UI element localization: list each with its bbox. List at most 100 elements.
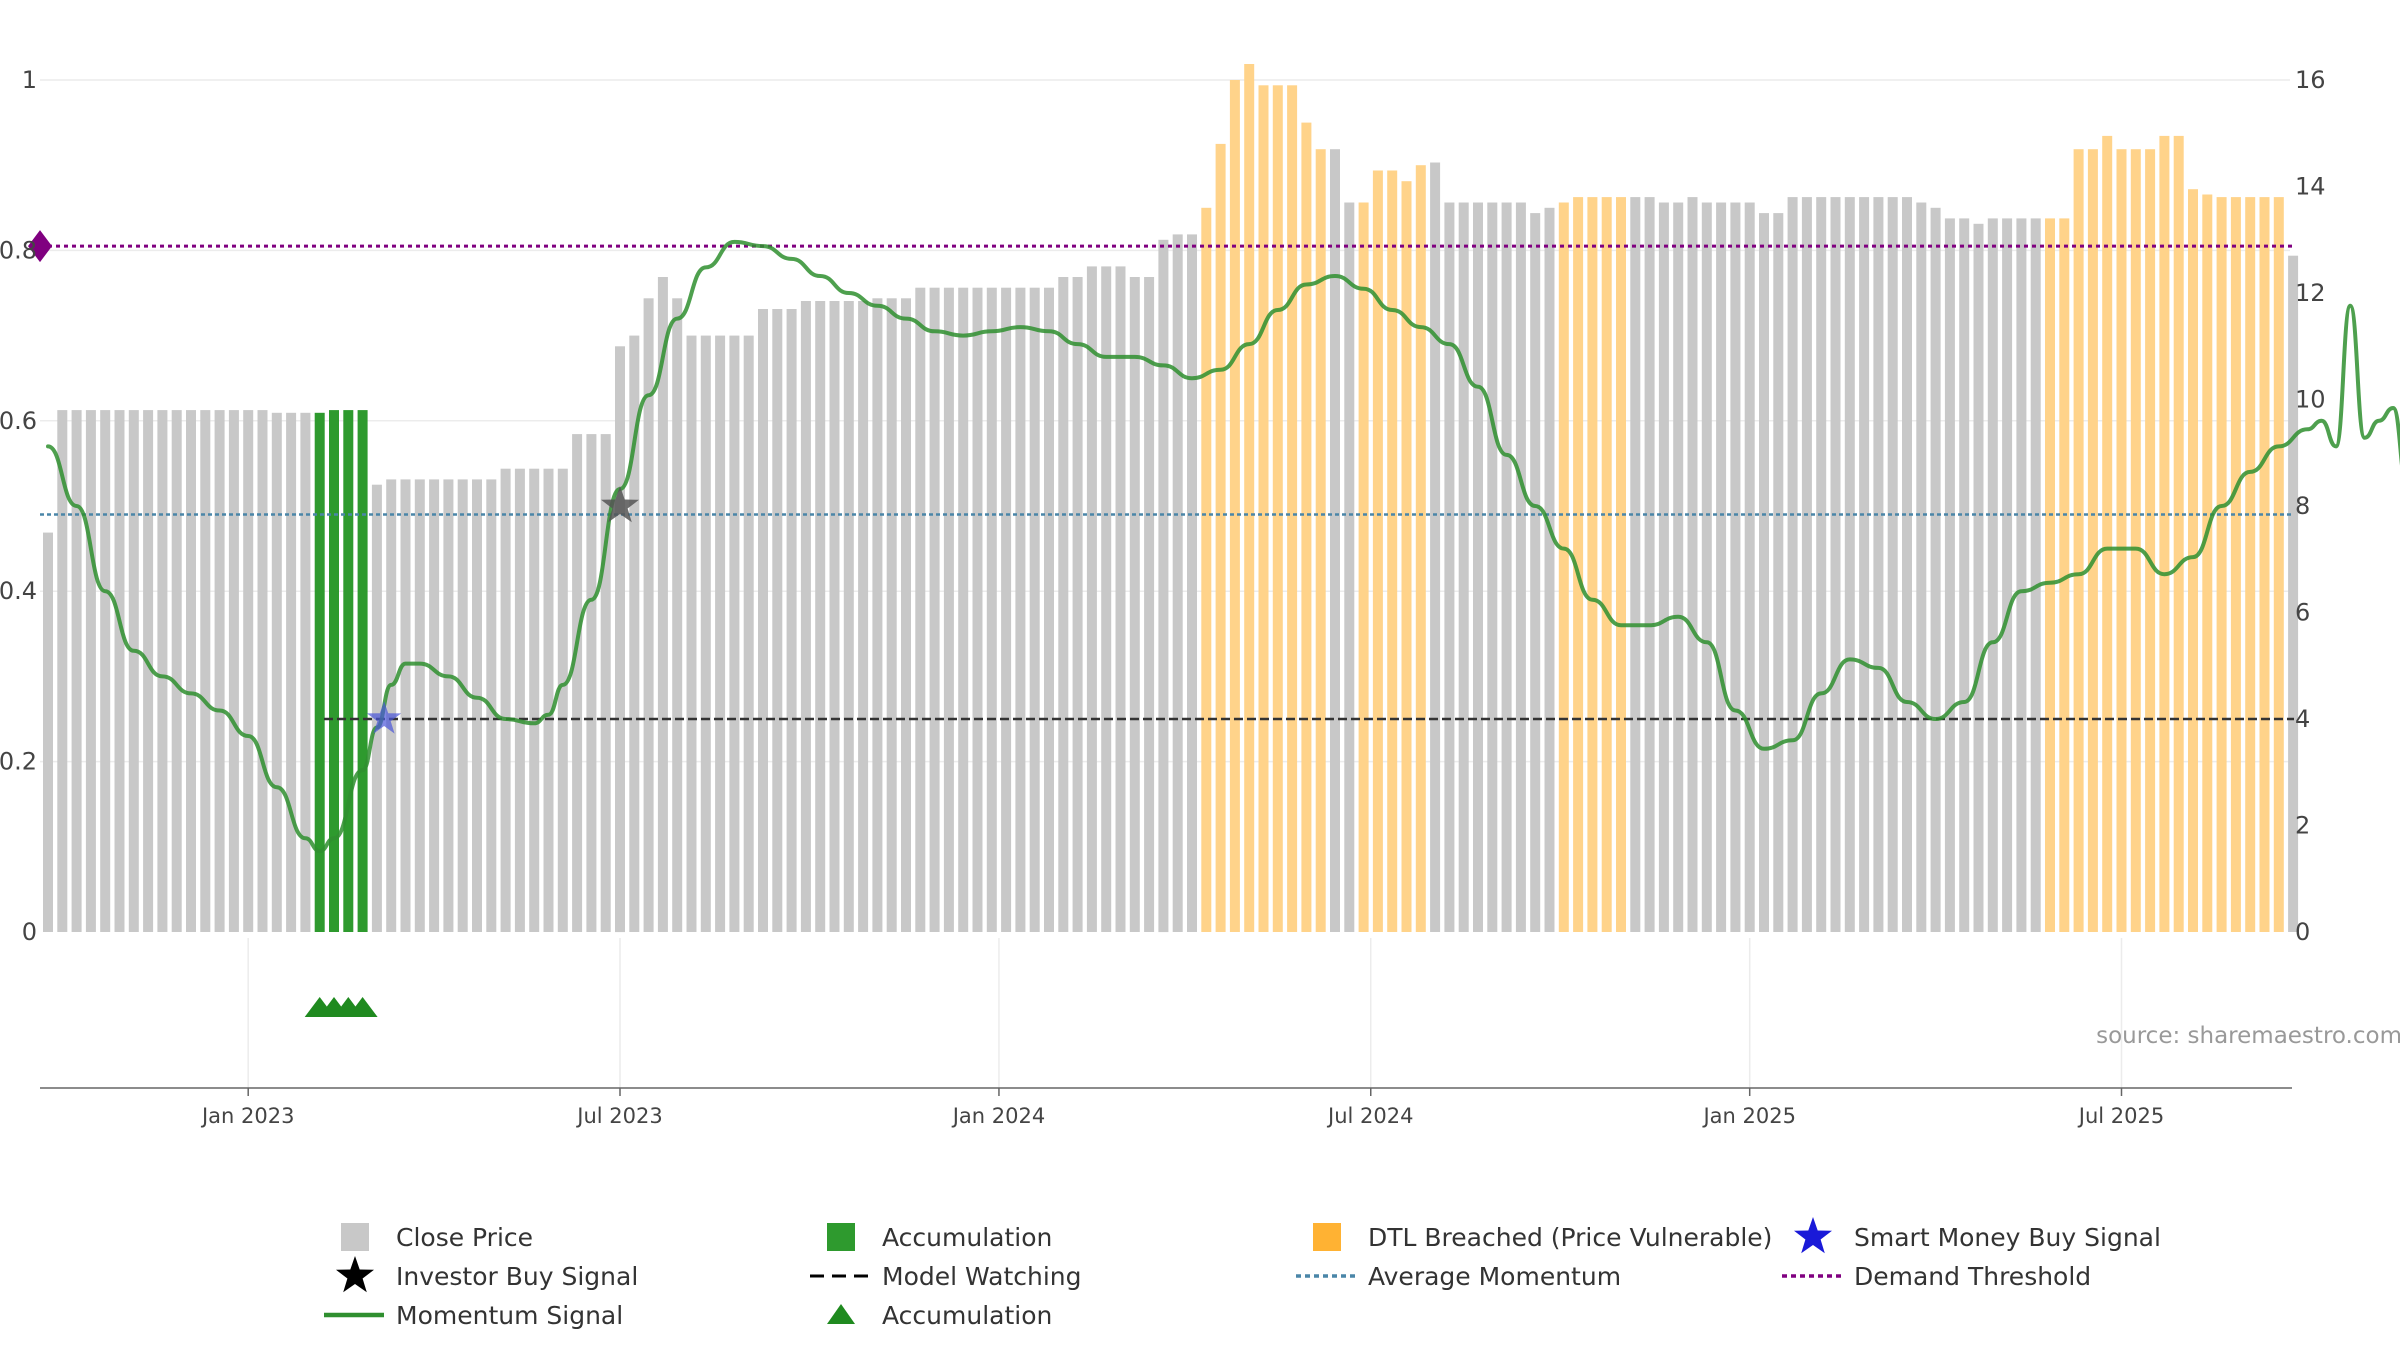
bar-close-price [1430, 162, 1441, 932]
bar-dtl-breached [1229, 80, 1240, 932]
bar-dtl-breached [1244, 64, 1255, 932]
bar-close-price [915, 287, 926, 932]
bar-close-price [901, 298, 911, 932]
bar-close-price [1773, 213, 1784, 933]
lines-layer [40, 239, 2400, 854]
legend-swatch-dtl-breached [1313, 1223, 1341, 1251]
bar-close-price [829, 301, 840, 932]
x-tick-label: Jan 2023 [200, 1104, 295, 1128]
bar-close-price [1673, 202, 1684, 932]
bar-close-price [1115, 266, 1126, 932]
bar-close-price [1959, 218, 1970, 932]
bar-dtl-breached [1372, 170, 1383, 932]
bar-close-price [2002, 218, 2013, 932]
bar-close-price [200, 410, 211, 933]
bar-close-price [1515, 202, 1526, 932]
bar-dtl-breached [2102, 135, 2113, 932]
bar-close-price [786, 309, 797, 932]
bar-close-price [572, 434, 583, 932]
bar-close-price [100, 410, 111, 933]
bar-close-price [1015, 287, 1026, 932]
bar-dtl-breached [1201, 207, 1212, 933]
bar-close-price [1701, 202, 1712, 932]
bar-close-price [986, 287, 997, 932]
bar-close-price [457, 479, 468, 932]
right-tick-label: 14 [2295, 173, 2326, 201]
x-tick-label: Jan 2024 [951, 1104, 1046, 1128]
bar-close-price [128, 410, 139, 933]
bar-close-price [1973, 223, 1984, 933]
left-tick-label: 0.4 [0, 577, 37, 605]
bar-dtl-breached [1301, 122, 1312, 933]
bar-close-price [1744, 202, 1755, 932]
bar-dtl-breached [1616, 197, 1626, 933]
bar-close-price [371, 484, 382, 932]
bar-close-price [1144, 277, 1155, 932]
bar-dtl-breached [2173, 135, 2184, 932]
bar-close-price [1487, 202, 1498, 932]
bar-close-price [615, 346, 625, 933]
bar-close-price [629, 335, 640, 933]
legend-label-demand-threshold: Demand Threshold [1854, 1262, 2091, 1291]
bar-dtl-breached [1415, 165, 1426, 932]
bar-dtl-breached [1387, 170, 1398, 932]
bar-close-price [257, 410, 268, 933]
bar-dtl-breached [1258, 85, 1269, 933]
source-label: source: sharemaestro.com [2096, 1023, 2400, 1049]
right-tick-label: 2 [2295, 812, 2310, 840]
legend-swatch-accumulation [827, 1223, 855, 1251]
legend-label-accumulation: Accumulation [882, 1223, 1052, 1252]
bar-close-price [500, 468, 511, 932]
legend-star-investor [336, 1256, 374, 1293]
bar-close-price [228, 410, 239, 933]
right-tick-label: 10 [2295, 386, 2326, 414]
bar-close-price [43, 532, 53, 932]
bar-dtl-breached [2159, 135, 2170, 932]
bar-close-price [758, 309, 768, 932]
bar-close-price [1787, 197, 1798, 933]
bar-dtl-breached [2188, 189, 2198, 932]
right-tick-label: 8 [2295, 492, 2310, 520]
bar-close-price [872, 298, 883, 932]
bar-close-price [1944, 218, 1955, 932]
bar-close-price [1859, 197, 1870, 933]
left-tick-label: 0.8 [0, 236, 37, 264]
bar-close-price [171, 410, 182, 933]
bar-close-price [186, 410, 196, 933]
bar-dtl-breached [2202, 194, 2213, 932]
bar-close-price [1101, 266, 1112, 932]
bar-dtl-breached [1272, 85, 1283, 933]
x-tick-label: Jul 2023 [575, 1104, 662, 1128]
left-tick-label: 0 [22, 918, 37, 946]
bar-dtl-breached [2230, 197, 2241, 933]
bar-close-price [386, 479, 397, 932]
x-tick-label: Jul 2024 [1326, 1104, 1413, 1128]
bar-close-price [286, 412, 297, 932]
bar-close-price [1029, 287, 1040, 932]
legend-label-investor: Investor Buy Signal [396, 1262, 638, 1291]
bar-accumulation [343, 410, 354, 933]
smart-money-buy-signal-star [366, 701, 402, 734]
bar-close-price [1716, 202, 1727, 932]
axes-layer: Jan 2023 Jul 2023 Jan 2024 Jul 2024 Jan 2025… [0, 66, 2326, 1128]
bar-close-price [1330, 149, 1340, 932]
bar-accumulation [314, 412, 325, 932]
bar-close-price [529, 468, 540, 932]
bar-close-price [143, 410, 154, 933]
legend-label-dtl-breached: DTL Breached (Price Vulnerable) [1368, 1223, 1772, 1252]
bar-close-price [429, 479, 440, 932]
bar-close-price [743, 335, 754, 933]
bar-close-price [1044, 287, 1054, 932]
bar-close-price [686, 335, 697, 933]
legend-label-momentum: Momentum Signal [396, 1301, 623, 1330]
bar-close-price [1644, 197, 1655, 933]
bar-close-price [886, 298, 897, 932]
bar-dtl-breached [1315, 149, 1326, 932]
right-tick-label: 4 [2295, 705, 2310, 733]
bar-close-price [1830, 197, 1841, 933]
bar-close-price [843, 301, 854, 932]
bar-close-price [815, 301, 826, 932]
bar-close-price [543, 468, 554, 932]
bar-close-price [958, 287, 969, 932]
